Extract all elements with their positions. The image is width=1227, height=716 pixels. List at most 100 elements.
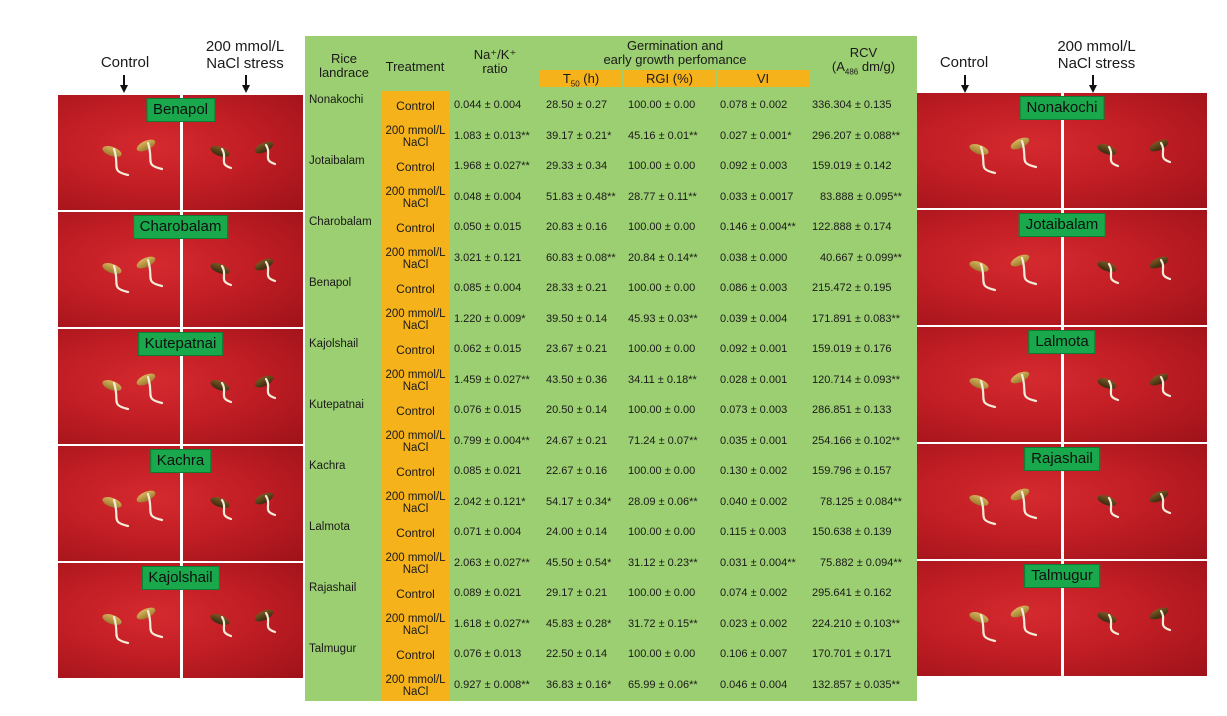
right-stress-heading: 200 mmol/L NaCl stress (1057, 38, 1136, 72)
sprout-icon (980, 145, 997, 174)
table-row: 200 mmol/L NaCl 1.618 ± 0.027** 45.83 ± 0.… (305, 610, 917, 641)
left-photo-label: Kajolshail (141, 566, 220, 590)
cell-rcv: 171.891 ± 0.083** (812, 312, 900, 325)
left-seedling-photo: Charobalam (58, 212, 303, 327)
header-t50-unit: (h) (579, 71, 600, 86)
sprout-icon (147, 141, 164, 171)
cell-rcv: 286.851 ± 0.133 (812, 404, 892, 416)
sprout-icon (1020, 607, 1037, 637)
cell-ratio: 2.042 ± 0.121* (454, 495, 526, 508)
cell-rcv: 122.888 ± 0.174 (812, 221, 892, 233)
photo-divider (1061, 444, 1064, 559)
cell-ratio: 1.083 ± 0.013** (454, 129, 530, 142)
table-row: Nonakochi Control 0.044 ± 0.004 28.50 ± 0.2… (305, 91, 917, 122)
cell-ratio: 0.089 ± 0.021 (454, 587, 522, 599)
cell-treatment: Control (396, 465, 435, 480)
cell-vi: 0.033 ± 0.0017 (720, 190, 794, 203)
cell-t50: 43.50 ± 0.36 (546, 373, 608, 386)
cell-t50: 22.50 ± 0.14 (546, 648, 608, 660)
sprout-icon (1159, 376, 1172, 398)
photo-divider (1061, 327, 1064, 442)
sprout-icon (1107, 379, 1119, 401)
header-rgi: RGI (%) (623, 70, 716, 87)
table-row: Benapol Control 0.085 ± 0.004 28.33 ± 0.21 1… (305, 274, 917, 305)
cell-landrace: Lalmota (309, 521, 350, 533)
cell-rgi: 71.24 ± 0.07** (628, 434, 698, 447)
cell-rcv: 159.796 ± 0.157 (812, 465, 892, 477)
treatment-column-bg (381, 91, 450, 701)
cell-landrace: Kutepatnai (309, 399, 364, 411)
sprout-icon (1020, 139, 1037, 169)
left-photo-label: Benapol (145, 98, 216, 122)
cell-landrace: Nonakochi (309, 94, 364, 106)
cell-ratio: 2.063 ± 0.027** (454, 556, 530, 569)
table-row: 200 mmol/L NaCl 1.083 ± 0.013** 39.17 ± 0.… (305, 122, 917, 153)
cell-vi: 0.086 ± 0.003 (720, 282, 788, 294)
cell-ratio: 0.076 ± 0.015 (454, 404, 522, 416)
cell-rcv: 132.857 ± 0.035** (812, 678, 900, 691)
cell-vi: 0.092 ± 0.001 (720, 343, 788, 355)
cell-rcv: 336.304 ± 0.135 (812, 99, 892, 111)
cell-treatment: Control (396, 404, 435, 419)
header-treatment: Treatment (385, 59, 445, 74)
table-row: Lalmota Control 0.071 ± 0.004 24.00 ± 0.14 1… (305, 518, 917, 549)
sprout-icon (1107, 613, 1119, 635)
left-seedling-photo: Kajolshail (58, 563, 303, 678)
cell-ratio: 1.968 ± 0.027** (454, 160, 530, 172)
cell-treatment: Control (396, 160, 435, 175)
left-photo-label: Kutepatnai (137, 332, 224, 356)
cell-t50: 54.17 ± 0.34* (546, 495, 612, 508)
cell-rgi: 100.00 ± 0.00 (628, 587, 696, 599)
header-t50-sub: 50 (570, 79, 580, 89)
cell-rcv: 83.888 ± 0.095** (820, 190, 902, 203)
left-photo-label: Kachra (149, 449, 212, 473)
cell-t50: 45.50 ± 0.54* (546, 556, 612, 569)
cell-vi: 0.092 ± 0.003 (720, 160, 788, 172)
cell-landrace: Rajashail (309, 582, 357, 594)
sprout-icon (220, 615, 232, 637)
right-photo-label: Jotaibalam (1018, 213, 1106, 237)
sprout-icon (264, 495, 277, 517)
sprout-icon (264, 261, 277, 283)
cell-rcv: 78.125 ± 0.084** (820, 495, 902, 508)
left-seedling-photo: Kachra (58, 446, 303, 561)
table-row: 200 mmol/L NaCl 3.021 ± 0.121 60.83 ± 0.08… (305, 244, 917, 275)
cell-rgi: 65.99 ± 0.06** (628, 678, 698, 691)
photo-divider (1061, 93, 1064, 208)
sprout-icon (1107, 145, 1119, 167)
header-rcv: RCV (A486 dm/g) (810, 46, 917, 80)
cell-t50: 28.33 ± 0.21 (546, 282, 608, 294)
cell-landrace: Talmugur (309, 643, 357, 655)
table-row: 200 mmol/L NaCl 1.220 ± 0.009* 39.50 ± 0.1… (305, 305, 917, 336)
table-row: 200 mmol/L NaCl 2.042 ± 0.121* 54.17 ± 0.3… (305, 488, 917, 519)
cell-ratio: 3.021 ± 0.121 (454, 251, 522, 264)
cell-treatment: 200 mmol/L NaCl (385, 307, 446, 332)
table-row: 200 mmol/L NaCl 0.048 ± 0.004 51.83 ± 0.48… (305, 183, 917, 214)
sprout-icon (112, 147, 130, 176)
cell-vi: 0.028 ± 0.001 (720, 373, 788, 386)
cell-landrace: Benapol (309, 277, 352, 289)
right-seedling-photo: Lalmota (917, 327, 1207, 442)
cell-rcv: 295.641 ± 0.162 (812, 587, 892, 599)
cell-t50: 20.83 ± 0.16 (546, 221, 608, 233)
sprout-icon (112, 381, 130, 410)
cell-ratio: 0.076 ± 0.013 (454, 648, 522, 660)
header-t50-main: T (562, 71, 571, 86)
header-landrace: Rice landrace (319, 51, 369, 80)
sprout-icon (1020, 373, 1037, 403)
cell-rgi: 100.00 ± 0.00 (628, 404, 696, 416)
table-row: Charobalam Control 0.050 ± 0.015 20.83 ± 0.… (305, 213, 917, 244)
cell-rgi: 28.09 ± 0.06** (628, 495, 698, 508)
sprout-icon (147, 609, 164, 639)
cell-ratio: 0.071 ± 0.004 (454, 526, 522, 538)
cell-treatment: 200 mmol/L NaCl (385, 551, 446, 576)
cell-rgi: 45.93 ± 0.03** (628, 312, 698, 325)
cell-vi: 0.073 ± 0.003 (720, 404, 788, 416)
photo-divider (179, 212, 183, 327)
cell-rgi: 100.00 ± 0.00 (628, 99, 696, 111)
cell-treatment: 200 mmol/L NaCl (385, 246, 446, 271)
cell-t50: 29.33 ± 0.34 (546, 160, 608, 172)
cell-rcv: 254.166 ± 0.102** (812, 434, 900, 447)
cell-ratio: 0.799 ± 0.004** (454, 434, 530, 447)
cell-rcv: 75.882 ± 0.094** (820, 556, 902, 569)
